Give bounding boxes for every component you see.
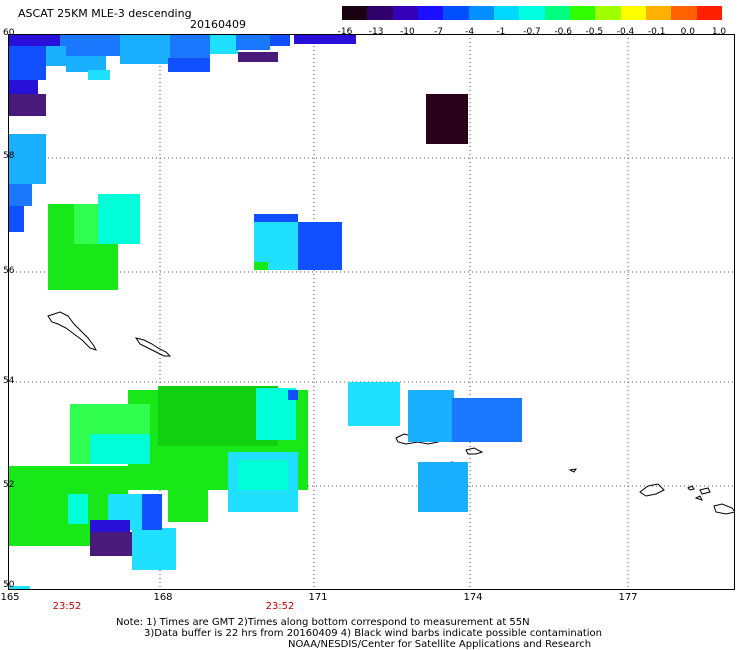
coast-islet-d xyxy=(694,495,703,501)
wind-cell-19 xyxy=(8,206,24,232)
coast-unimak-island xyxy=(465,447,484,455)
wind-cell-12 xyxy=(236,34,270,50)
colorbar-swatch-2 xyxy=(392,6,418,20)
lat-label-54: 54 xyxy=(3,376,15,386)
wind-cell-5 xyxy=(46,46,66,66)
coast-hall-island xyxy=(134,337,172,357)
wind-cell-15 xyxy=(270,34,290,46)
lat-label-50: 50 xyxy=(3,580,15,590)
lat-label-60: 60 xyxy=(3,28,15,38)
wind-cell-13 xyxy=(238,52,278,62)
colorbar-tick-3: -7 xyxy=(434,27,443,37)
colorbar-swatch-9 xyxy=(569,6,596,20)
wind-cell-30 xyxy=(90,434,150,464)
colorbar-swatch-11 xyxy=(620,6,646,20)
colorbar-swatch-4 xyxy=(443,6,469,20)
wind-cell-9 xyxy=(88,70,110,80)
wind-cell-0 xyxy=(8,34,60,46)
wind-cell-33 xyxy=(288,390,298,400)
coast-islet-a xyxy=(568,468,578,473)
map-title: ASCAT 25KM MLE-3 descending xyxy=(18,7,192,20)
colorbar-tick-8: -0.5 xyxy=(585,27,604,37)
wind-cell-3 xyxy=(170,34,210,58)
colorbar-tick-0: -16 xyxy=(337,27,353,37)
colorbar-swatch-5 xyxy=(468,6,494,20)
colorbar-tick-4: -4 xyxy=(465,27,475,37)
colorbar-swatch-6 xyxy=(493,6,520,20)
lat-label-52: 52 xyxy=(3,480,15,490)
wind-cell-44 xyxy=(408,390,454,442)
colorbar-swatch-7 xyxy=(519,6,545,20)
wind-cell-10 xyxy=(168,58,210,72)
wind-cell-22 xyxy=(98,194,140,244)
colorbar-tick-2: -10 xyxy=(399,27,415,37)
coast-islet-c xyxy=(699,487,711,495)
wind-cell-45 xyxy=(452,398,522,442)
colorbar-swatch-10 xyxy=(595,6,621,20)
wind-cell-35 xyxy=(238,460,288,490)
colorbar-swatch-3 xyxy=(417,6,444,20)
lon-label-168: 168 xyxy=(153,592,173,603)
lat-label-56: 56 xyxy=(3,266,15,276)
coast-st-matthew-island xyxy=(47,311,97,351)
lon-label-171: 171 xyxy=(308,592,328,603)
colorbar-swatch-1 xyxy=(367,6,393,20)
colorbar-swatch-0 xyxy=(342,6,368,20)
coast-atka-island xyxy=(639,483,665,497)
colorbar-swatch-14 xyxy=(696,6,722,20)
colorbar-tick-12: 1.0 xyxy=(711,27,727,37)
wind-cell-38 xyxy=(90,532,134,556)
colorbar-swatch-12 xyxy=(645,6,672,20)
colorbar-tick-5: -1 xyxy=(496,27,506,37)
note-line-3: NOAA/NESDIS/Center for Satellite Applica… xyxy=(288,639,592,650)
colorbar-tick-6: -0.7 xyxy=(523,27,541,37)
wind-cell-16 xyxy=(426,94,468,144)
colorbar-tick-9: -0.4 xyxy=(616,27,635,37)
time-label-right: 23:52 xyxy=(265,601,295,612)
wind-cell-43 xyxy=(348,382,400,426)
map-plot-area xyxy=(8,34,735,590)
lon-label-174: 174 xyxy=(463,592,483,603)
lon-label-165: 165 xyxy=(0,592,20,603)
wind-cell-11 xyxy=(210,34,238,54)
wind-cell-41 xyxy=(68,494,88,524)
wind-cell-25 xyxy=(298,222,342,270)
map-frame xyxy=(8,34,735,590)
note-line-2: 3)Data buffer is 22 hrs from 20160409 4)… xyxy=(144,628,602,639)
lon-label-177: 177 xyxy=(618,592,638,603)
note-line-1: Note: 1) Times are GMT 2)Times along bot… xyxy=(116,617,530,628)
wind-cell-8 xyxy=(66,56,106,72)
coast-adak-island xyxy=(713,503,735,515)
lat-label-58: 58 xyxy=(3,151,15,161)
wind-cell-47 xyxy=(8,586,30,590)
wind-cell-18 xyxy=(8,184,32,206)
wind-cell-42 xyxy=(168,474,208,522)
colorbar-tick-7: -0.6 xyxy=(554,27,572,37)
wind-cell-23 xyxy=(254,214,298,222)
colorbar-tick-11: 0.0 xyxy=(680,27,695,37)
colorbar-swatch-13 xyxy=(671,6,697,20)
wind-cell-46 xyxy=(418,462,468,512)
wind-cell-39 xyxy=(132,528,176,570)
wind-cell-26 xyxy=(254,262,268,270)
colorbar-swatch-8 xyxy=(544,6,570,20)
map-date: 20160409 xyxy=(190,18,246,31)
colorbar-tick-10: -0.1 xyxy=(647,27,666,37)
wind-cell-40 xyxy=(142,494,162,530)
coast-islet-b xyxy=(687,485,695,491)
wind-cell-2 xyxy=(120,34,170,64)
wind-cell-14 xyxy=(294,34,356,44)
colorbar-tick-1: -13 xyxy=(368,27,384,37)
time-label-left: 23:52 xyxy=(52,601,82,612)
map-gridlines xyxy=(8,34,735,590)
wind-cell-1 xyxy=(60,34,120,56)
colorbar xyxy=(342,6,722,20)
wind-cell-7 xyxy=(8,94,46,116)
wind-cell-17 xyxy=(8,134,46,184)
wind-cell-4 xyxy=(8,46,46,80)
